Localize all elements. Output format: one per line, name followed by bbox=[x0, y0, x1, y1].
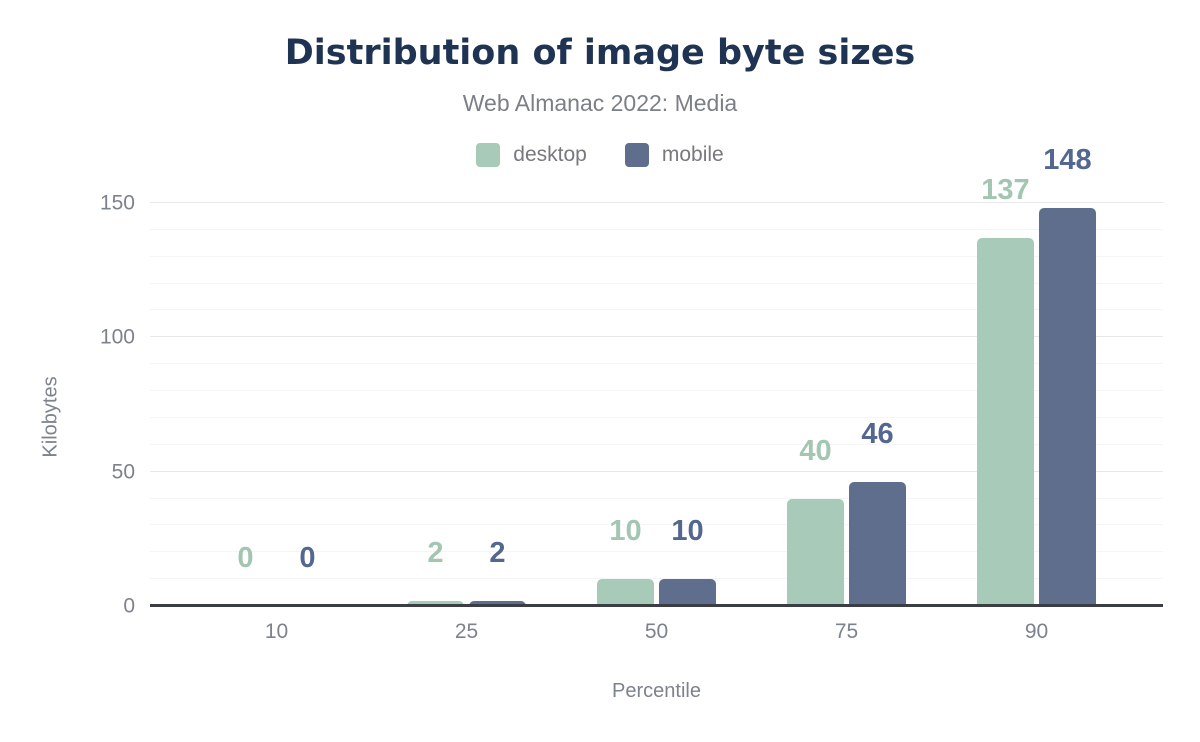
legend-swatch-desktop bbox=[476, 143, 501, 167]
bar-mobile-p90 bbox=[1039, 208, 1096, 606]
minor-gridline-80 bbox=[150, 390, 1163, 392]
bar-value-label-mobile-p25: 2 bbox=[489, 536, 506, 569]
bar-desktop-p25 bbox=[407, 600, 464, 606]
bar-value-label-desktop-p25: 2 bbox=[427, 536, 444, 569]
bar-mobile-p25 bbox=[469, 600, 526, 606]
legend-label-mobile: mobile bbox=[661, 143, 724, 166]
x-tick-label-90: 90 bbox=[1024, 620, 1049, 643]
minor-gridline-110 bbox=[150, 309, 1163, 311]
bar-desktop-p75 bbox=[787, 498, 844, 606]
x-tick-label-25: 25 bbox=[454, 620, 479, 643]
x-axis-line bbox=[150, 604, 1163, 607]
legend-label-desktop: desktop bbox=[513, 143, 587, 166]
bar-value-label-desktop-p90: 137 bbox=[981, 173, 1030, 206]
x-tick-label-75: 75 bbox=[834, 620, 859, 643]
x-tick-label-10: 10 bbox=[264, 620, 289, 643]
x-tick-label-50: 50 bbox=[644, 620, 669, 643]
bar-value-label-desktop-p10: 0 bbox=[237, 542, 254, 574]
minor-gridline-30 bbox=[150, 524, 1163, 526]
minor-gridline-140 bbox=[150, 228, 1163, 230]
legend-item-mobile: mobile bbox=[624, 143, 724, 167]
minor-gridline-90 bbox=[150, 363, 1163, 365]
y-tick-label-50: 50 bbox=[111, 460, 135, 484]
legend-swatch-mobile bbox=[624, 143, 649, 167]
y-axis-title: Kilobytes bbox=[39, 376, 62, 458]
minor-gridline-70 bbox=[150, 416, 1163, 418]
minor-gridline-20 bbox=[150, 551, 1163, 553]
minor-gridline-40 bbox=[150, 497, 1163, 499]
chart-subtitle: Web Almanac 2022: Media bbox=[462, 90, 738, 116]
bar-value-label-mobile-p90: 148 bbox=[1043, 144, 1092, 177]
chart-title: Distribution of image byte sizes bbox=[284, 33, 916, 73]
x-axis-title: Percentile bbox=[612, 680, 701, 702]
legend-item-desktop: desktop bbox=[476, 143, 587, 167]
bar-desktop-p50 bbox=[597, 579, 654, 606]
minor-gridline-60 bbox=[150, 443, 1163, 445]
minor-gridline-130 bbox=[150, 255, 1163, 257]
major-gridline-50 bbox=[150, 470, 1163, 472]
bar-value-label-desktop-p50: 10 bbox=[609, 515, 642, 548]
bar-value-label-desktop-p75: 40 bbox=[799, 434, 832, 467]
legend: desktop mobile bbox=[0, 143, 1200, 167]
major-gridline-100 bbox=[150, 336, 1163, 338]
bar-value-label-mobile-p50: 10 bbox=[671, 515, 704, 548]
y-tick-label-0: 0 bbox=[123, 594, 135, 618]
major-gridline-150 bbox=[150, 202, 1163, 203]
y-tick-label-150: 150 bbox=[99, 191, 135, 215]
y-tick-label-100: 100 bbox=[99, 325, 135, 349]
minor-gridline-120 bbox=[150, 282, 1163, 284]
bar-desktop-p90 bbox=[977, 237, 1034, 606]
plot-area: 0 0 2 2 10 10 40 46 137 148 bbox=[150, 146, 1163, 606]
bar-mobile-p50 bbox=[659, 579, 716, 606]
bar-mobile-p75 bbox=[849, 482, 906, 606]
bar-value-label-mobile-p75: 46 bbox=[861, 418, 894, 451]
minor-gridline-10 bbox=[150, 578, 1163, 580]
bar-value-label-mobile-p10: 0 bbox=[299, 542, 316, 574]
